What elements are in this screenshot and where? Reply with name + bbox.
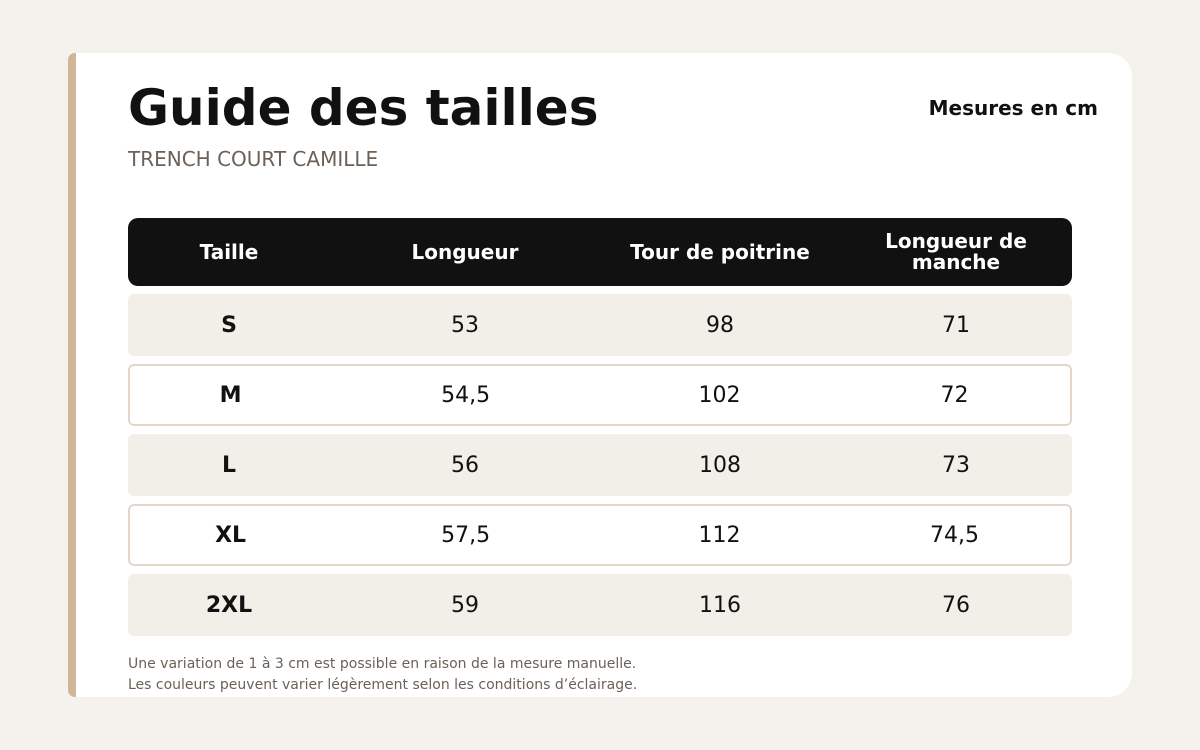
chest-cell: 112	[698, 522, 741, 548]
table-row: XL 57,5 112 74,5	[128, 504, 1072, 566]
size-cell: S	[221, 312, 237, 338]
length-cell: 54,5	[441, 382, 491, 408]
length-cell: 59	[451, 592, 479, 618]
table-row: L 56 108 73	[128, 434, 1072, 496]
footnote: Une variation de 1 à 3 cm est possible e…	[128, 654, 637, 696]
chest-cell: 98	[706, 312, 734, 338]
size-cell: 2XL	[205, 592, 253, 618]
size-table: Taille Longueur Tour de poitrine Longueu…	[128, 218, 1072, 636]
sleeve-cell: 71	[942, 312, 970, 338]
sleeve-cell: 76	[942, 592, 970, 618]
length-cell: 53	[451, 312, 479, 338]
size-cell: M	[219, 382, 242, 408]
length-cell: 56	[451, 452, 479, 478]
size-cell: XL	[215, 522, 247, 548]
page-title: Guide des tailles	[128, 79, 599, 137]
footnote-colors: Les couleurs peuvent varier légèrement s…	[128, 677, 638, 693]
unit-note: Mesures en cm	[928, 96, 1098, 120]
column-header-size: Taille	[199, 239, 259, 264]
table-row: S 53 98 71	[128, 294, 1072, 356]
chest-cell: 102	[698, 382, 741, 408]
footnote-measurement: Une variation de 1 à 3 cm est possible e…	[128, 656, 637, 672]
column-header-sleeve: Longueur de manche	[885, 229, 1027, 274]
length-cell: 57,5	[441, 522, 491, 548]
column-header-chest: Tour de poitrine	[630, 239, 810, 264]
table-row: 2XL 59 116 76	[128, 574, 1072, 636]
product-name: TRENCH COURT CAMILLE	[128, 147, 379, 171]
size-cell: L	[221, 452, 237, 478]
table-row: M 54,5 102 72	[128, 364, 1072, 426]
sleeve-cell: 72	[940, 382, 969, 408]
sleeve-cell: 74,5	[930, 522, 979, 548]
chest-cell: 116	[699, 592, 741, 618]
column-header-length: Longueur	[411, 239, 519, 264]
table-header: Taille Longueur Tour de poitrine Longueu…	[128, 218, 1072, 286]
chest-cell: 108	[699, 452, 741, 478]
sleeve-cell: 73	[942, 452, 970, 478]
